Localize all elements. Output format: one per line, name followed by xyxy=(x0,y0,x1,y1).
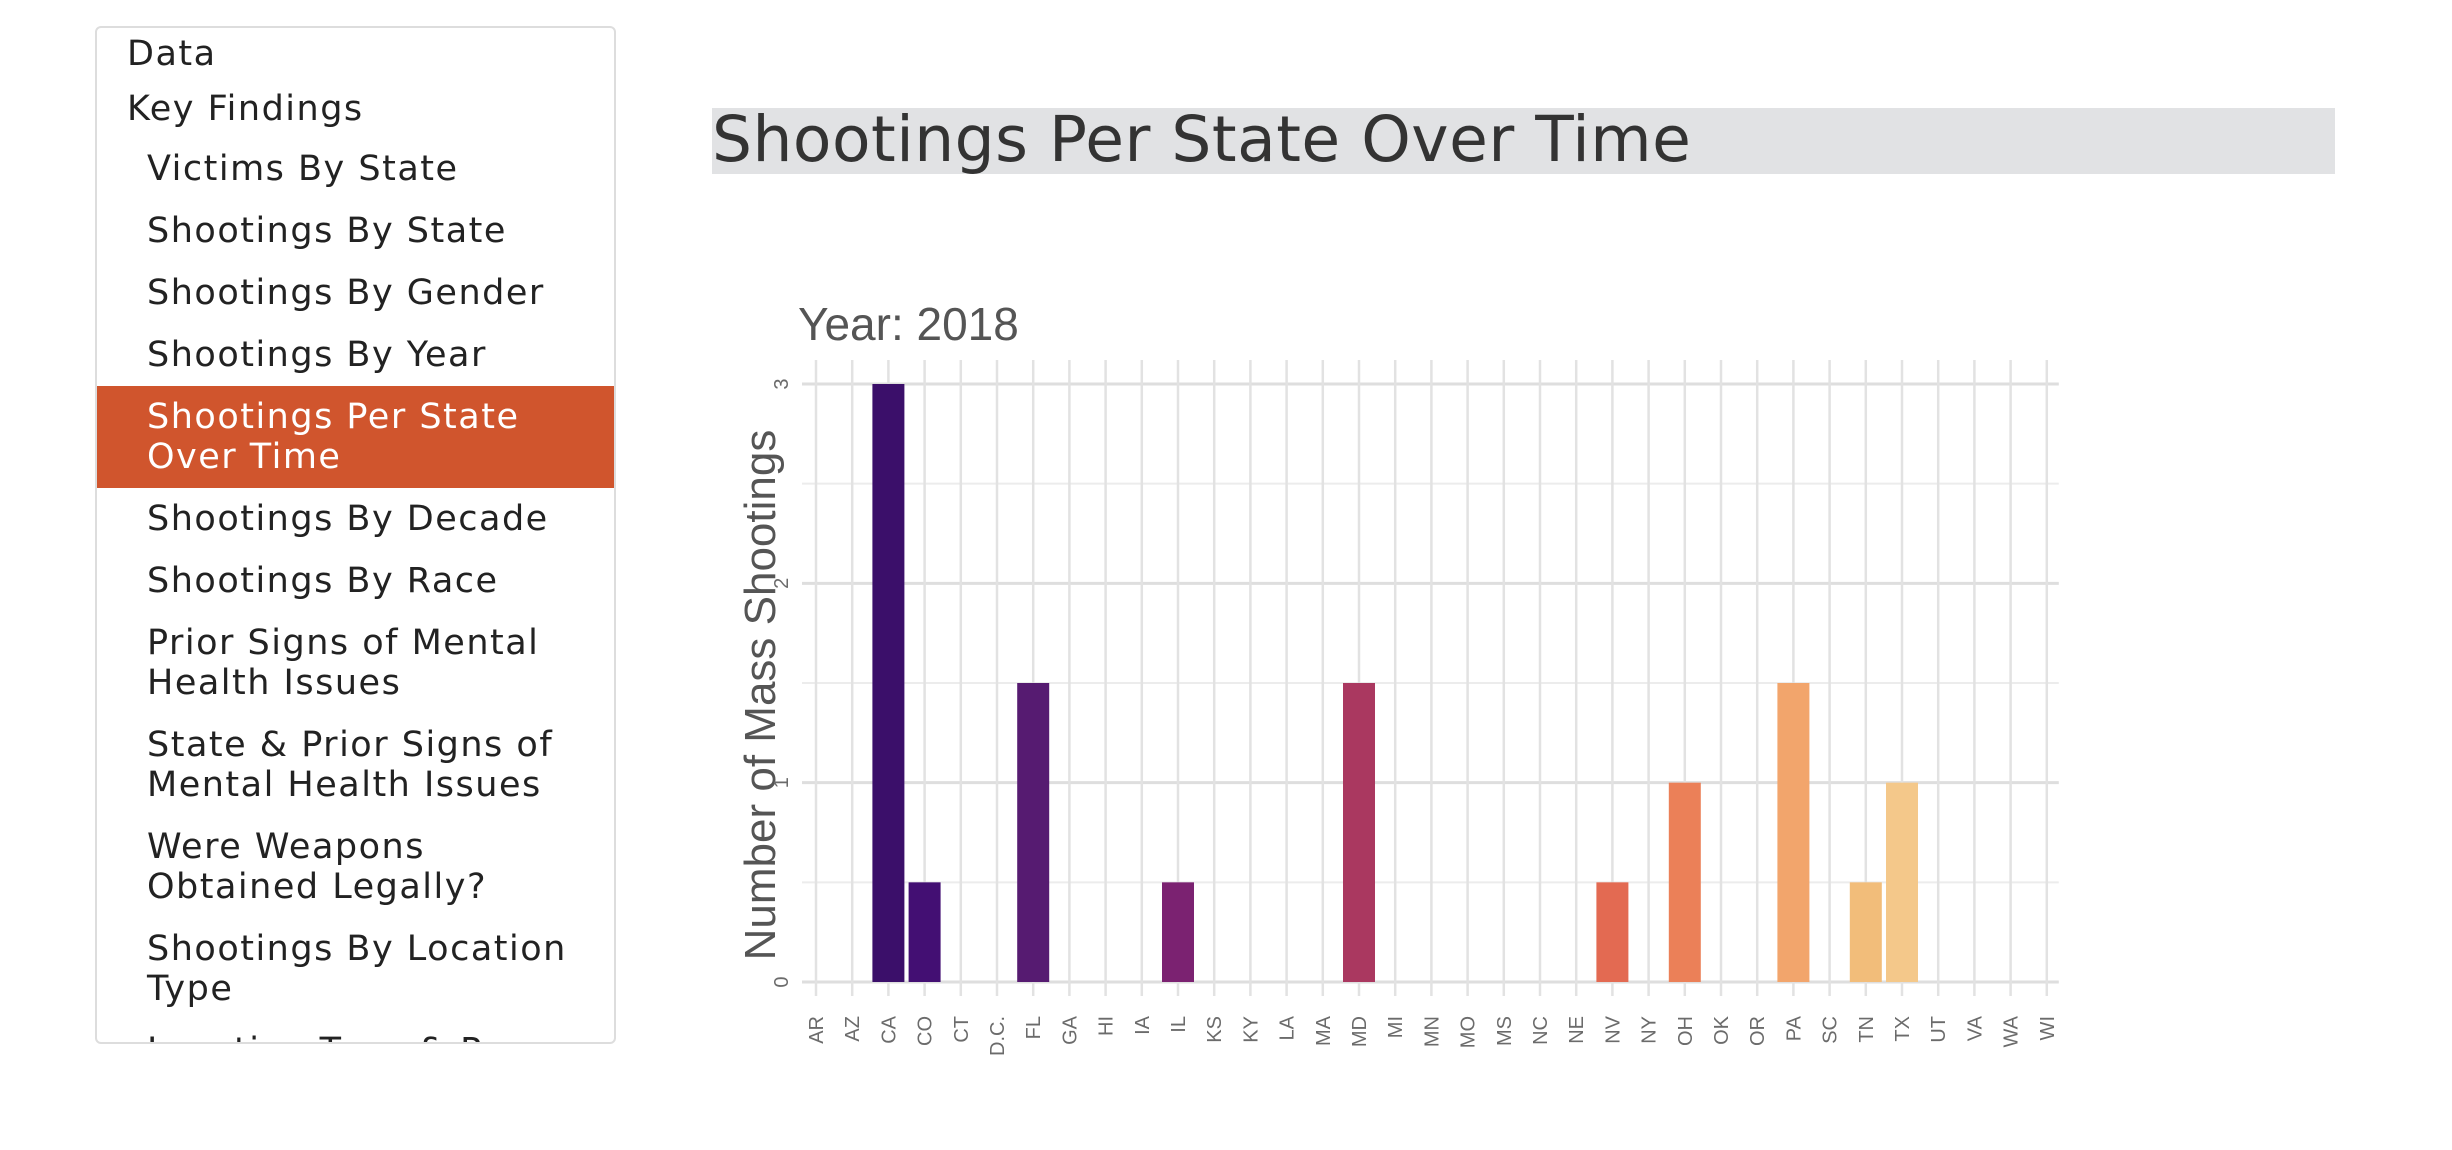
x-tick-label: OR xyxy=(1747,1016,1769,1046)
x-tick-label: MA xyxy=(1313,1015,1335,1046)
x-tick-label: SC xyxy=(1820,1016,1842,1044)
x-tick-label: WA xyxy=(2001,1015,2023,1047)
x-tick-label: OH xyxy=(1675,1016,1697,1046)
page-title: Shootings Per State Over Time xyxy=(712,103,1692,176)
toc-item-shootings-per-state-over-time[interactable]: Shootings Per State Over Time xyxy=(97,386,614,488)
toc-item-shootings-by-decade[interactable]: Shootings By Decade xyxy=(147,499,549,539)
x-axis-ticks: AR AZ CA CO CT D.C. FL GA HI IA IL KS KY LA MA MD MI MN MO… xyxy=(806,1015,2059,1056)
y-tick-label: 3 xyxy=(771,378,793,389)
x-tick-label: MO xyxy=(1458,1016,1480,1048)
y-axis-label: Number of Mass Shootings xyxy=(736,430,785,961)
table-of-contents: Data Key Findings Victims By State Shooting… xyxy=(95,26,616,1044)
x-tick-label: MD xyxy=(1349,1016,1371,1047)
bar-chart: Year: 2018 Number of Mass Shootings 0 1 2 3… xyxy=(736,298,2059,1056)
bar-md xyxy=(1343,683,1375,982)
bar-pa xyxy=(1777,683,1810,982)
chart-title: Year: 2018 xyxy=(798,298,1019,350)
toc-item-key-findings[interactable]: Key Findings xyxy=(127,89,364,129)
bar-il xyxy=(1162,882,1194,982)
x-tick-label: TX xyxy=(1892,1016,1914,1042)
x-tick-label: NY xyxy=(1639,1016,1661,1044)
x-tick-label: KS xyxy=(1204,1016,1226,1043)
x-tick-label: D.C. xyxy=(987,1016,1009,1056)
x-tick-label: IL xyxy=(1168,1016,1190,1033)
x-tick-label: MS xyxy=(1494,1016,1516,1046)
x-tick-label: NE xyxy=(1566,1016,1588,1044)
bar-fl xyxy=(1017,683,1050,982)
x-tick-label: VA xyxy=(1964,1015,1986,1041)
x-tick-label: IA xyxy=(1132,1015,1154,1035)
y-tick-label: 1 xyxy=(771,777,793,788)
toc-item-state-prior-signs-of-mental-health-issues[interactable]: State & Prior Signs of Mental Health Iss… xyxy=(147,725,554,805)
x-tick-label: FL xyxy=(1023,1016,1045,1039)
x-tick-label: CT xyxy=(951,1016,973,1043)
bars xyxy=(872,384,1918,982)
x-tick-label: MN xyxy=(1421,1016,1443,1047)
bar-tn xyxy=(1849,882,1882,982)
x-tick-label: LA xyxy=(1277,1015,1299,1040)
bar-nv xyxy=(1596,882,1629,982)
x-tick-label: CA xyxy=(878,1015,900,1043)
toc-item-were-weapons-obtained-legally[interactable]: Were Weapons Obtained Legally? xyxy=(147,827,488,907)
x-tick-label: UT xyxy=(1928,1016,1950,1043)
x-tick-label: WI xyxy=(2037,1016,2059,1040)
bar-co xyxy=(908,882,941,982)
toc-item-shootings-by-state[interactable]: Shootings By State xyxy=(147,211,507,251)
x-tick-label: MI xyxy=(1385,1016,1407,1038)
x-tick-label: AR xyxy=(806,1016,828,1044)
x-tick-label: AZ xyxy=(842,1016,864,1042)
toc-item-shootings-by-year[interactable]: Shootings By Year xyxy=(147,335,487,375)
x-tick-label: TN xyxy=(1856,1016,1878,1043)
toc-item-victims-by-state[interactable]: Victims By State xyxy=(147,149,459,189)
x-tick-label: OK xyxy=(1711,1015,1733,1045)
bar-ca xyxy=(872,384,905,982)
y-axis-ticks: 0 1 2 3 xyxy=(771,378,793,987)
y-tick-label: 0 xyxy=(771,976,793,987)
bar-tx xyxy=(1886,782,1918,982)
x-tick-label: KY xyxy=(1240,1016,1262,1043)
toc-item-prior-signs-of-mental-health-issues[interactable]: Prior Signs of Mental Health Issues xyxy=(147,623,540,703)
bar-oh xyxy=(1668,782,1701,982)
x-tick-label: HI xyxy=(1096,1016,1118,1036)
toc-item-shootings-by-race[interactable]: Shootings By Race xyxy=(147,561,499,601)
x-tick-label: NC xyxy=(1530,1016,1552,1045)
x-tick-label: PA xyxy=(1783,1015,1805,1041)
x-tick-label: CO xyxy=(915,1016,937,1046)
toc-item-location-type-race[interactable]: Location Type & Race xyxy=(97,1020,614,1042)
x-tick-label: GA xyxy=(1059,1015,1081,1045)
x-tick-label: NV xyxy=(1602,1015,1624,1043)
toc-item-shootings-by-location-type[interactable]: Shootings By Location Type xyxy=(147,929,567,1009)
toc-item-data[interactable]: Data xyxy=(127,34,217,74)
y-tick-label: 2 xyxy=(771,578,793,589)
page-title-bar xyxy=(712,108,2335,174)
toc-item-shootings-by-gender[interactable]: Shootings By Gender xyxy=(147,273,545,313)
